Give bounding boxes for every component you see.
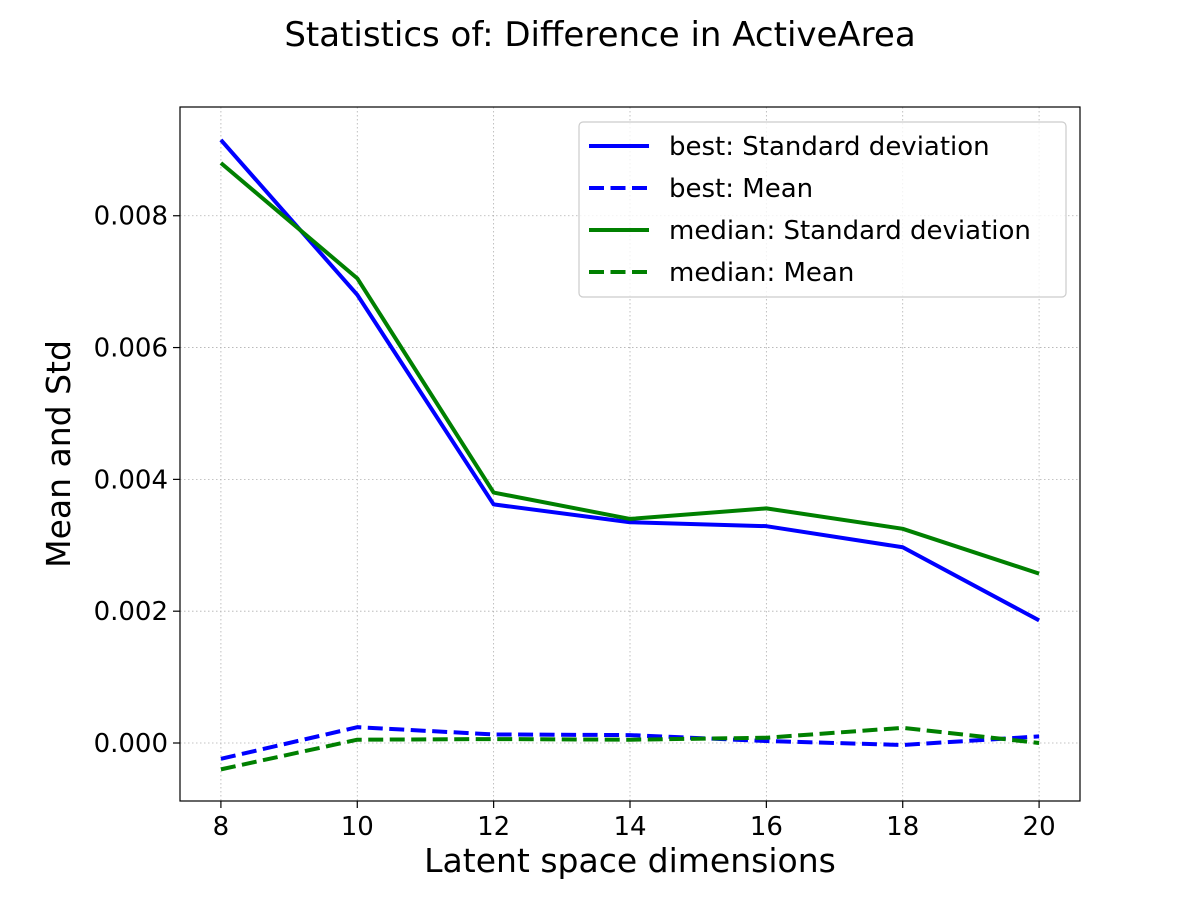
y-tick-label: 0.006	[94, 334, 168, 364]
legend-label-2: best: Mean	[669, 174, 813, 204]
y-tick-label: 0.002	[94, 597, 168, 627]
x-tick-label: 10	[341, 812, 374, 842]
series-line-1	[219, 138, 1041, 623]
legend-box	[578, 121, 1067, 298]
x-tick-label: 20	[1023, 812, 1056, 842]
x-tick-label: 18	[886, 812, 919, 842]
x-axis-ticks: 8 10 12 14 16 18 20	[213, 801, 1056, 842]
y-tick-label: 0.008	[94, 202, 168, 232]
series-group	[219, 138, 1041, 772]
x-tick-label: 12	[477, 812, 510, 842]
legend-label-3: median: Standard deviation	[669, 216, 1031, 246]
legend-label-1: best: Standard deviation	[669, 132, 990, 162]
x-tick-label: 14	[613, 812, 646, 842]
x-axis-label: Latent space dimensions	[424, 841, 836, 880]
series-line-2	[220, 725, 1040, 761]
y-tick-label: 0.004	[94, 465, 168, 495]
y-axis-ticks: 0.000 0.002 0.004 0.006 0.008	[94, 202, 180, 759]
series-line-4	[220, 725, 1040, 772]
series-line-3	[219, 161, 1040, 576]
legend: best: Standard deviation best: Mean median…	[578, 121, 1067, 298]
chart-title: Statistics of: Difference in ActiveArea	[284, 15, 915, 55]
legend-label-4: median: Mean	[669, 258, 854, 288]
y-tick-label: 0.000	[94, 729, 168, 759]
x-tick-label: 16	[750, 812, 783, 842]
y-axis-label: Mean and Std	[39, 340, 78, 568]
x-tick-label: 8	[213, 812, 230, 842]
